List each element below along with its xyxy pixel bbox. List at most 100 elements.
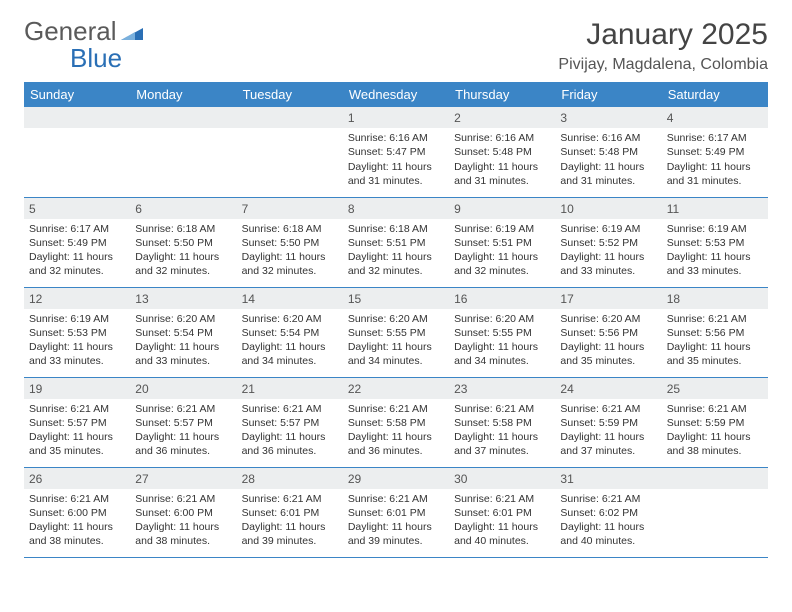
calendar-cell: 13Sunrise: 6:20 AMSunset: 5:54 PMDayligh… bbox=[130, 287, 236, 377]
day-number: 17 bbox=[555, 288, 661, 309]
day-details: Sunrise: 6:16 AMSunset: 5:48 PMDaylight:… bbox=[555, 128, 661, 192]
calendar-cell: 15Sunrise: 6:20 AMSunset: 5:55 PMDayligh… bbox=[343, 287, 449, 377]
month-title: January 2025 bbox=[558, 18, 768, 52]
day-number: 6 bbox=[130, 198, 236, 219]
location: Pivijay, Magdalena, Colombia bbox=[558, 56, 768, 74]
calendar-cell bbox=[24, 107, 130, 197]
calendar-cell: 3Sunrise: 6:16 AMSunset: 5:48 PMDaylight… bbox=[555, 107, 661, 197]
day-details: Sunrise: 6:21 AMSunset: 6:00 PMDaylight:… bbox=[130, 489, 236, 553]
calendar-row: 5Sunrise: 6:17 AMSunset: 5:49 PMDaylight… bbox=[24, 197, 768, 287]
day-number: 20 bbox=[130, 378, 236, 399]
day-number: 8 bbox=[343, 198, 449, 219]
day-number: 10 bbox=[555, 198, 661, 219]
day-details: Sunrise: 6:17 AMSunset: 5:49 PMDaylight:… bbox=[24, 219, 130, 283]
day-number: 19 bbox=[24, 378, 130, 399]
calendar-cell: 22Sunrise: 6:21 AMSunset: 5:58 PMDayligh… bbox=[343, 377, 449, 467]
day-details: Sunrise: 6:19 AMSunset: 5:53 PMDaylight:… bbox=[662, 219, 768, 283]
day-details: Sunrise: 6:21 AMSunset: 5:59 PMDaylight:… bbox=[662, 399, 768, 463]
day-number: 29 bbox=[343, 468, 449, 489]
day-number-empty bbox=[130, 107, 236, 128]
day-details: Sunrise: 6:18 AMSunset: 5:50 PMDaylight:… bbox=[130, 219, 236, 283]
day-details: Sunrise: 6:21 AMSunset: 5:57 PMDaylight:… bbox=[24, 399, 130, 463]
day-details: Sunrise: 6:18 AMSunset: 5:51 PMDaylight:… bbox=[343, 219, 449, 283]
day-details: Sunrise: 6:21 AMSunset: 6:00 PMDaylight:… bbox=[24, 489, 130, 553]
brand-logo: GeneralBlue bbox=[24, 18, 145, 73]
day-number: 15 bbox=[343, 288, 449, 309]
day-number: 13 bbox=[130, 288, 236, 309]
day-details: Sunrise: 6:21 AMSunset: 5:58 PMDaylight:… bbox=[343, 399, 449, 463]
day-number: 18 bbox=[662, 288, 768, 309]
calendar-table: SundayMondayTuesdayWednesdayThursdayFrid… bbox=[24, 82, 768, 558]
calendar-cell: 6Sunrise: 6:18 AMSunset: 5:50 PMDaylight… bbox=[130, 197, 236, 287]
title-block: January 2025 Pivijay, Magdalena, Colombi… bbox=[558, 18, 768, 74]
day-number: 5 bbox=[24, 198, 130, 219]
day-details: Sunrise: 6:20 AMSunset: 5:55 PMDaylight:… bbox=[449, 309, 555, 373]
day-number-empty bbox=[662, 468, 768, 489]
day-details: Sunrise: 6:20 AMSunset: 5:54 PMDaylight:… bbox=[130, 309, 236, 373]
calendar-cell: 2Sunrise: 6:16 AMSunset: 5:48 PMDaylight… bbox=[449, 107, 555, 197]
weekday-row: SundayMondayTuesdayWednesdayThursdayFrid… bbox=[24, 82, 768, 107]
day-details: Sunrise: 6:20 AMSunset: 5:55 PMDaylight:… bbox=[343, 309, 449, 373]
calendar-cell bbox=[130, 107, 236, 197]
day-number: 12 bbox=[24, 288, 130, 309]
day-number: 2 bbox=[449, 107, 555, 128]
weekday-header: Friday bbox=[555, 82, 661, 107]
day-details: Sunrise: 6:21 AMSunset: 5:56 PMDaylight:… bbox=[662, 309, 768, 373]
day-details: Sunrise: 6:20 AMSunset: 5:56 PMDaylight:… bbox=[555, 309, 661, 373]
flag-icon bbox=[119, 24, 145, 42]
calendar-cell: 1Sunrise: 6:16 AMSunset: 5:47 PMDaylight… bbox=[343, 107, 449, 197]
calendar-cell: 19Sunrise: 6:21 AMSunset: 5:57 PMDayligh… bbox=[24, 377, 130, 467]
calendar-cell: 29Sunrise: 6:21 AMSunset: 6:01 PMDayligh… bbox=[343, 467, 449, 557]
day-details: Sunrise: 6:16 AMSunset: 5:48 PMDaylight:… bbox=[449, 128, 555, 192]
day-number: 1 bbox=[343, 107, 449, 128]
calendar-body: 1Sunrise: 6:16 AMSunset: 5:47 PMDaylight… bbox=[24, 107, 768, 557]
day-details: Sunrise: 6:16 AMSunset: 5:47 PMDaylight:… bbox=[343, 128, 449, 192]
day-number: 14 bbox=[237, 288, 343, 309]
day-number: 22 bbox=[343, 378, 449, 399]
day-details: Sunrise: 6:19 AMSunset: 5:52 PMDaylight:… bbox=[555, 219, 661, 283]
day-number: 7 bbox=[237, 198, 343, 219]
header: GeneralBlue January 2025 Pivijay, Magdal… bbox=[24, 18, 768, 74]
calendar-cell: 12Sunrise: 6:19 AMSunset: 5:53 PMDayligh… bbox=[24, 287, 130, 377]
day-details: Sunrise: 6:21 AMSunset: 6:01 PMDaylight:… bbox=[449, 489, 555, 553]
day-number: 24 bbox=[555, 378, 661, 399]
day-details: Sunrise: 6:17 AMSunset: 5:49 PMDaylight:… bbox=[662, 128, 768, 192]
day-details: Sunrise: 6:18 AMSunset: 5:50 PMDaylight:… bbox=[237, 219, 343, 283]
day-number-empty bbox=[237, 107, 343, 128]
calendar-cell: 5Sunrise: 6:17 AMSunset: 5:49 PMDaylight… bbox=[24, 197, 130, 287]
day-details: Sunrise: 6:21 AMSunset: 5:59 PMDaylight:… bbox=[555, 399, 661, 463]
calendar-cell: 25Sunrise: 6:21 AMSunset: 5:59 PMDayligh… bbox=[662, 377, 768, 467]
calendar-cell: 26Sunrise: 6:21 AMSunset: 6:00 PMDayligh… bbox=[24, 467, 130, 557]
calendar-cell: 7Sunrise: 6:18 AMSunset: 5:50 PMDaylight… bbox=[237, 197, 343, 287]
calendar-cell: 27Sunrise: 6:21 AMSunset: 6:00 PMDayligh… bbox=[130, 467, 236, 557]
calendar-cell: 24Sunrise: 6:21 AMSunset: 5:59 PMDayligh… bbox=[555, 377, 661, 467]
calendar-cell: 9Sunrise: 6:19 AMSunset: 5:51 PMDaylight… bbox=[449, 197, 555, 287]
calendar-cell: 4Sunrise: 6:17 AMSunset: 5:49 PMDaylight… bbox=[662, 107, 768, 197]
day-number: 30 bbox=[449, 468, 555, 489]
day-number: 31 bbox=[555, 468, 661, 489]
day-details: Sunrise: 6:21 AMSunset: 5:57 PMDaylight:… bbox=[130, 399, 236, 463]
calendar-cell: 8Sunrise: 6:18 AMSunset: 5:51 PMDaylight… bbox=[343, 197, 449, 287]
calendar-cell: 21Sunrise: 6:21 AMSunset: 5:57 PMDayligh… bbox=[237, 377, 343, 467]
weekday-header: Saturday bbox=[662, 82, 768, 107]
day-number-empty bbox=[24, 107, 130, 128]
day-number: 26 bbox=[24, 468, 130, 489]
day-details: Sunrise: 6:21 AMSunset: 6:01 PMDaylight:… bbox=[237, 489, 343, 553]
calendar-cell: 11Sunrise: 6:19 AMSunset: 5:53 PMDayligh… bbox=[662, 197, 768, 287]
day-number: 23 bbox=[449, 378, 555, 399]
day-details: Sunrise: 6:21 AMSunset: 5:58 PMDaylight:… bbox=[449, 399, 555, 463]
day-number: 27 bbox=[130, 468, 236, 489]
weekday-header: Tuesday bbox=[237, 82, 343, 107]
calendar-cell: 28Sunrise: 6:21 AMSunset: 6:01 PMDayligh… bbox=[237, 467, 343, 557]
calendar-cell: 10Sunrise: 6:19 AMSunset: 5:52 PMDayligh… bbox=[555, 197, 661, 287]
calendar-row: 26Sunrise: 6:21 AMSunset: 6:00 PMDayligh… bbox=[24, 467, 768, 557]
calendar-cell: 17Sunrise: 6:20 AMSunset: 5:56 PMDayligh… bbox=[555, 287, 661, 377]
brand-text-2: Blue bbox=[24, 43, 122, 73]
day-number: 4 bbox=[662, 107, 768, 128]
weekday-header: Sunday bbox=[24, 82, 130, 107]
day-number: 21 bbox=[237, 378, 343, 399]
day-number: 25 bbox=[662, 378, 768, 399]
calendar-cell: 31Sunrise: 6:21 AMSunset: 6:02 PMDayligh… bbox=[555, 467, 661, 557]
calendar-cell: 16Sunrise: 6:20 AMSunset: 5:55 PMDayligh… bbox=[449, 287, 555, 377]
calendar-cell bbox=[662, 467, 768, 557]
